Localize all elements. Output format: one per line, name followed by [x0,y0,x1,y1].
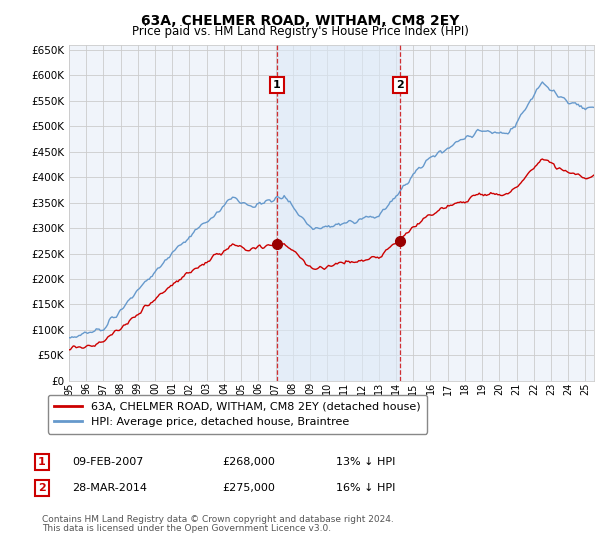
Text: 1: 1 [273,80,281,90]
Text: This data is licensed under the Open Government Licence v3.0.: This data is licensed under the Open Gov… [42,524,331,533]
Text: 2: 2 [38,483,46,493]
Text: 09-FEB-2007: 09-FEB-2007 [72,457,143,467]
Text: 13% ↓ HPI: 13% ↓ HPI [336,457,395,467]
Text: 16% ↓ HPI: 16% ↓ HPI [336,483,395,493]
Legend: 63A, CHELMER ROAD, WITHAM, CM8 2EY (detached house), HPI: Average price, detache: 63A, CHELMER ROAD, WITHAM, CM8 2EY (deta… [47,395,427,433]
Text: Price paid vs. HM Land Registry's House Price Index (HPI): Price paid vs. HM Land Registry's House … [131,25,469,38]
Text: 63A, CHELMER ROAD, WITHAM, CM8 2EY: 63A, CHELMER ROAD, WITHAM, CM8 2EY [141,14,459,28]
Text: 28-MAR-2014: 28-MAR-2014 [72,483,147,493]
Text: £268,000: £268,000 [222,457,275,467]
Text: £275,000: £275,000 [222,483,275,493]
Text: 1: 1 [38,457,46,467]
Bar [277,45,400,381]
Text: Contains HM Land Registry data © Crown copyright and database right 2024.: Contains HM Land Registry data © Crown c… [42,515,394,524]
Text: 2: 2 [397,80,404,90]
